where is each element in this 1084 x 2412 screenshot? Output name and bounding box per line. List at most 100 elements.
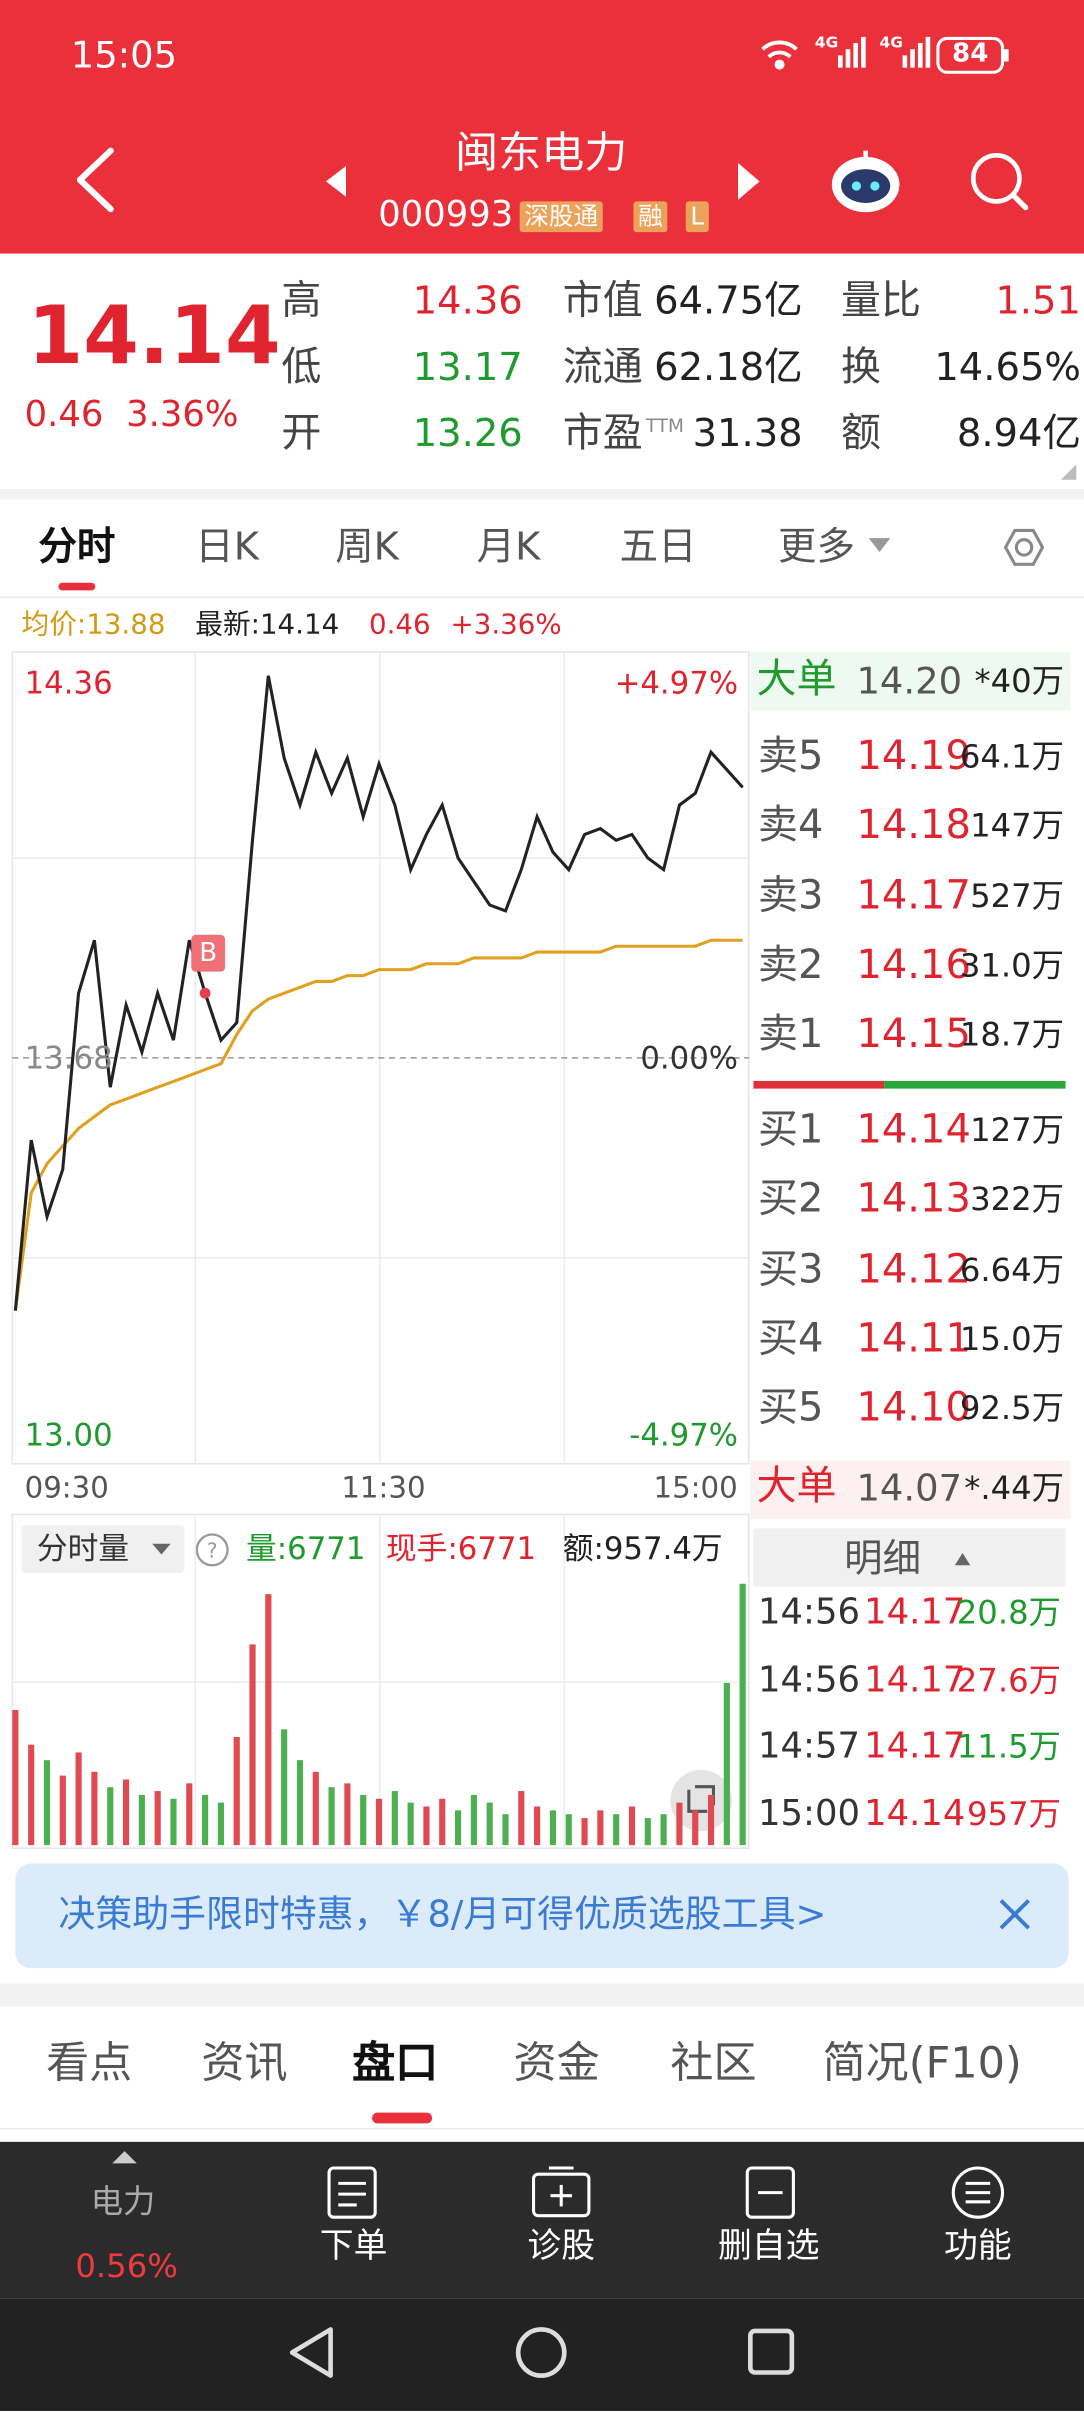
volume-bar [154,1791,161,1846]
settings-icon[interactable] [1003,528,1045,566]
order-icon[interactable] [327,2166,377,2219]
section-tab[interactable]: 盘口 [352,2037,439,2089]
help-icon[interactable]: ? [195,1533,229,1567]
big-order-label: 大单 [756,656,837,703]
book-volume: 64.1万 [959,738,1065,775]
system-back[interactable] [289,2327,333,2378]
section-tab[interactable]: 资金 [513,2037,600,2089]
quote-expand[interactable] [1060,464,1077,480]
chart-tab[interactable]: 日K [195,524,259,569]
stat-label: 市值 [562,278,643,325]
book-label: 买4 [758,1316,824,1363]
detail-amount: 20.8万 [956,1594,1061,1632]
section-tab[interactable]: 看点 [46,2037,133,2089]
volume-bar [454,1810,462,1846]
book-volume: 92.5万 [959,1390,1065,1428]
detail-price: 14.17 [864,1592,966,1633]
chart-tab[interactable]: 周K [335,524,399,569]
nav-item[interactable]: 删自选 [718,2227,820,2267]
fullscreen-icon[interactable] [670,1769,732,1832]
volume-bar [202,1794,209,1846]
volume-bar [391,1791,398,1846]
nav-sector[interactable]: 电力 [90,2183,156,2221]
volume-bar [91,1771,98,1846]
chart-tab[interactable]: 分时 [38,524,116,569]
section-tab[interactable]: 资讯 [201,2037,288,2089]
system-recent[interactable] [748,2328,795,2375]
nav-item[interactable]: 下单 [319,2227,388,2267]
book-volume: 147万 [970,807,1065,845]
search-icon[interactable] [970,152,1029,211]
badge: 融 [633,201,668,233]
volume-bar [233,1737,240,1846]
chart-tab[interactable]: 更多 [778,524,855,569]
volume-bar [75,1752,82,1846]
active-tab-underline [372,2112,433,2124]
volume-bar [660,1814,667,1846]
book-divider-red [753,1080,885,1089]
section-tab[interactable]: 简况(F10) [822,2037,1022,2089]
stat-label: 流通 [562,344,643,391]
promo-banner[interactable]: 决策助手限时特惠，￥8/月可得优质选股工具> [58,1892,827,1936]
back-icon[interactable] [76,147,114,213]
chart-tab[interactable]: 月K [476,524,541,569]
big-order-top-bg [750,651,1071,711]
book-label: 买1 [758,1107,824,1154]
detail-title[interactable]: 明细 [844,1536,922,1581]
remove-watch-icon[interactable] [745,2166,795,2219]
book-volume: 527万 [970,877,1065,915]
prev-stock[interactable] [325,166,346,197]
banner-bg[interactable] [15,1863,1069,1969]
nav-bg [0,2141,1084,2299]
system-home[interactable] [515,2327,567,2378]
volume-bar [692,1810,699,1846]
nav-sector-change: 0.56% [75,2247,178,2285]
detail-time: 14:57 [758,1726,860,1767]
quote-bg [0,253,1084,489]
volume-bar [217,1802,224,1846]
battery-level: 84 [952,38,989,70]
price-change: 0.46 [24,395,104,436]
nav-item[interactable]: 诊股 [527,2227,596,2267]
book-price: 14.12 [856,1246,971,1293]
book-label: 卖5 [758,733,824,780]
buy-marker: B [199,937,218,969]
signal-icon [837,36,931,68]
avg-line [13,938,743,1311]
detail-sort[interactable] [954,1552,971,1566]
volume-bar [281,1729,288,1846]
price-axis-label: 13.00 [24,1416,113,1454]
volume-bar [122,1779,130,1846]
tab-divider [0,596,1084,599]
section-tab[interactable]: 社区 [670,2037,757,2089]
last-price: 14.14 [27,290,281,383]
stat-value: 14.36 [412,278,523,323]
bottom-tabs-divider [0,2128,1084,2130]
close-banner[interactable] [999,1899,1031,1930]
book-price: 14.13 [856,1176,971,1223]
diagnose-icon[interactable] [532,2166,591,2218]
next-stock[interactable] [738,162,760,200]
buy-marker-bg [191,934,226,972]
price-axis-label: 13.68 [24,1039,113,1077]
badge: L [685,201,709,233]
stock-code: 000993 [378,195,514,236]
book-volume: 31.0万 [959,946,1065,984]
nav-item[interactable]: 功能 [944,2227,1012,2267]
book-volume: 15.0万 [959,1320,1065,1358]
volume-bar [360,1794,367,1846]
book-label: 买3 [758,1246,824,1293]
pct-axis-label: +4.97% [614,664,739,702]
volume-selector[interactable]: 分时量 [36,1529,130,1567]
time-label: 11:30 [341,1471,426,1506]
detail-price: 14.14 [864,1793,966,1834]
book-volume: 18.7万 [959,1016,1065,1054]
volume-bar [581,1818,588,1846]
assistant-icon[interactable] [831,150,900,213]
stat-value: 64.75亿 [654,278,803,323]
latest-change-pct: +3.36% [450,608,562,642]
chart-tab[interactable]: 五日 [619,524,697,569]
volume-bar [296,1760,304,1846]
function-icon[interactable] [951,2166,1005,2219]
